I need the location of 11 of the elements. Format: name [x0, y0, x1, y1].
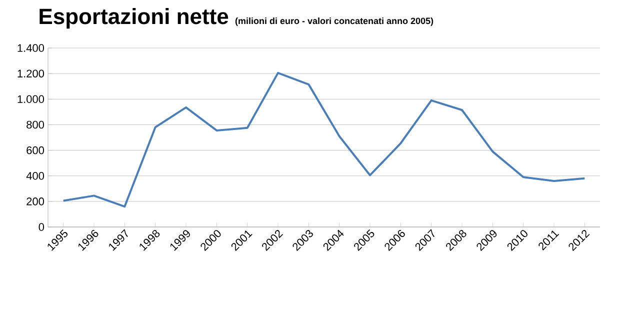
- y-tick-label: 200: [26, 198, 44, 206]
- y-tick-label: 800: [26, 120, 44, 129]
- y-tick-label: 1.000: [18, 95, 44, 104]
- y-tick-label: 600: [26, 146, 44, 154]
- chart-title: Esportazioni nette: [40, 8, 228, 29]
- chart-subtitle: (milioni di euro - valori concatenati anno 2005): [235, 17, 434, 26]
- y-tick-label: 0: [38, 223, 44, 231]
- y-tick-label: 400: [26, 172, 44, 180]
- y-tick-label: 1.400: [18, 44, 44, 52]
- line-series: [62, 72, 586, 208]
- y-tick-label: 1.200: [18, 70, 44, 78]
